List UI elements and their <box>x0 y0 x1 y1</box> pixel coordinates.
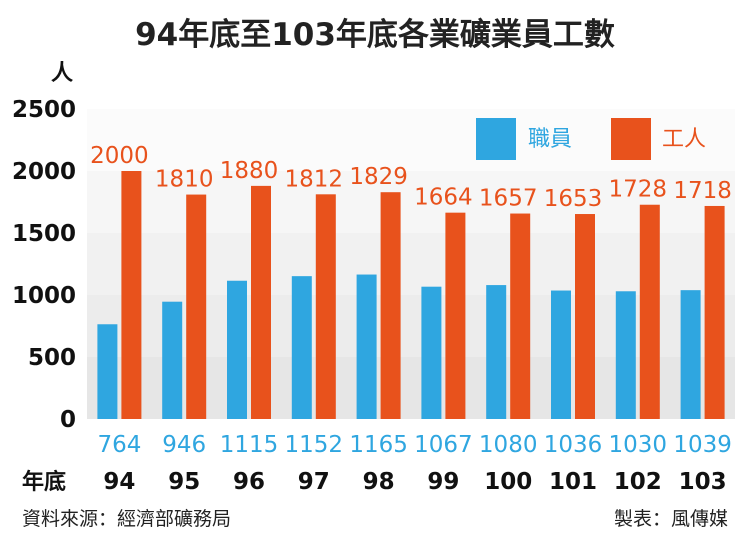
y-tick-label: 2000 <box>12 159 76 185</box>
credit-note: 製表：風傳媒 <box>614 508 728 530</box>
x-tick-label: 95 <box>168 469 200 495</box>
bar-workers <box>445 212 466 419</box>
bar-label-workers: 1829 <box>349 164 408 190</box>
x-tick-label: 97 <box>298 469 330 495</box>
bar-label-workers: 1657 <box>479 186 538 212</box>
bar-label-workers: 1718 <box>673 178 732 204</box>
bar-label-workers: 1880 <box>220 158 279 184</box>
x-tick-label: 94 <box>103 469 135 495</box>
bar-label-staff: 946 <box>162 432 206 458</box>
bar-workers <box>380 192 401 419</box>
bar-staff <box>97 324 118 419</box>
bar-label-staff: 1030 <box>609 432 668 458</box>
bar-label-staff: 1036 <box>544 432 603 458</box>
bar-label-workers: 1653 <box>544 186 603 212</box>
bar-label-staff: 1039 <box>673 432 732 458</box>
bar-staff <box>486 285 507 419</box>
y-tick-label: 0 <box>60 407 76 433</box>
bar-staff <box>615 291 636 419</box>
x-axis-categories: 94 95 96 97 98 99 100 101 102 103 <box>103 469 726 495</box>
bar-label-staff: 1165 <box>349 432 408 458</box>
bar-label-workers: 1728 <box>609 177 668 203</box>
bar-label-staff: 1080 <box>479 432 538 458</box>
x-tick-label: 101 <box>549 469 597 495</box>
bar-workers <box>704 205 725 419</box>
bar-staff <box>356 274 377 419</box>
bar-workers <box>251 185 271 419</box>
bar-label-workers: 1810 <box>155 167 214 193</box>
bar-label-staff: 1152 <box>285 432 344 458</box>
bar-workers <box>121 171 142 419</box>
legend-label-staff: 職員 <box>528 127 572 152</box>
bar-label-staff: 1067 <box>414 432 473 458</box>
y-axis-ticks: 0 500 1000 1500 2000 2500 <box>12 97 76 433</box>
bar-workers <box>639 204 660 419</box>
x-axis-title: 年底 <box>22 469 66 495</box>
y-tick-label: 2500 <box>12 97 76 123</box>
x-tick-label: 103 <box>679 469 727 495</box>
x-tick-label: 96 <box>233 469 265 495</box>
x-tick-label: 100 <box>484 469 532 495</box>
x-tick-label: 99 <box>427 469 459 495</box>
bar-staff <box>227 280 247 419</box>
bar-workers <box>186 194 207 419</box>
y-axis-unit: 人 <box>51 61 73 86</box>
bar-staff <box>551 290 571 419</box>
legend-swatch-staff <box>476 118 516 160</box>
bar-staff <box>421 286 442 419</box>
bars <box>97 171 725 419</box>
bar-label-staff: 764 <box>97 432 141 458</box>
chart-title: 94年底至103年底各業礦業員工數 <box>135 17 615 53</box>
y-tick-label: 500 <box>28 345 76 371</box>
grid-band <box>87 295 735 357</box>
bar-workers <box>315 194 336 419</box>
legend-label-workers: 工人 <box>662 127 706 152</box>
bar-label-workers: 1812 <box>285 166 344 192</box>
bar-workers <box>575 214 595 419</box>
source-note: 資料來源：經濟部礦務局 <box>22 508 231 530</box>
staff-value-row: 764 946 1115 1152 1165 1067 1080 1036 1030 1039 <box>97 432 731 458</box>
bar-label-workers: 1664 <box>414 185 473 211</box>
grid-band <box>87 233 735 295</box>
y-tick-label: 1000 <box>12 283 76 309</box>
x-tick-label: 98 <box>363 469 395 495</box>
bar-staff <box>291 276 312 419</box>
x-tick-label: 102 <box>614 469 662 495</box>
legend: 職員 工人 <box>476 118 706 160</box>
bar-workers <box>510 213 531 419</box>
bar-label-staff: 1115 <box>220 432 279 458</box>
bar-label-workers: 2000 <box>90 143 149 169</box>
grid-band <box>87 357 735 419</box>
legend-swatch-workers <box>611 118 651 160</box>
bar-staff <box>680 290 701 419</box>
y-tick-label: 1500 <box>12 221 76 247</box>
bar-staff <box>162 301 183 419</box>
